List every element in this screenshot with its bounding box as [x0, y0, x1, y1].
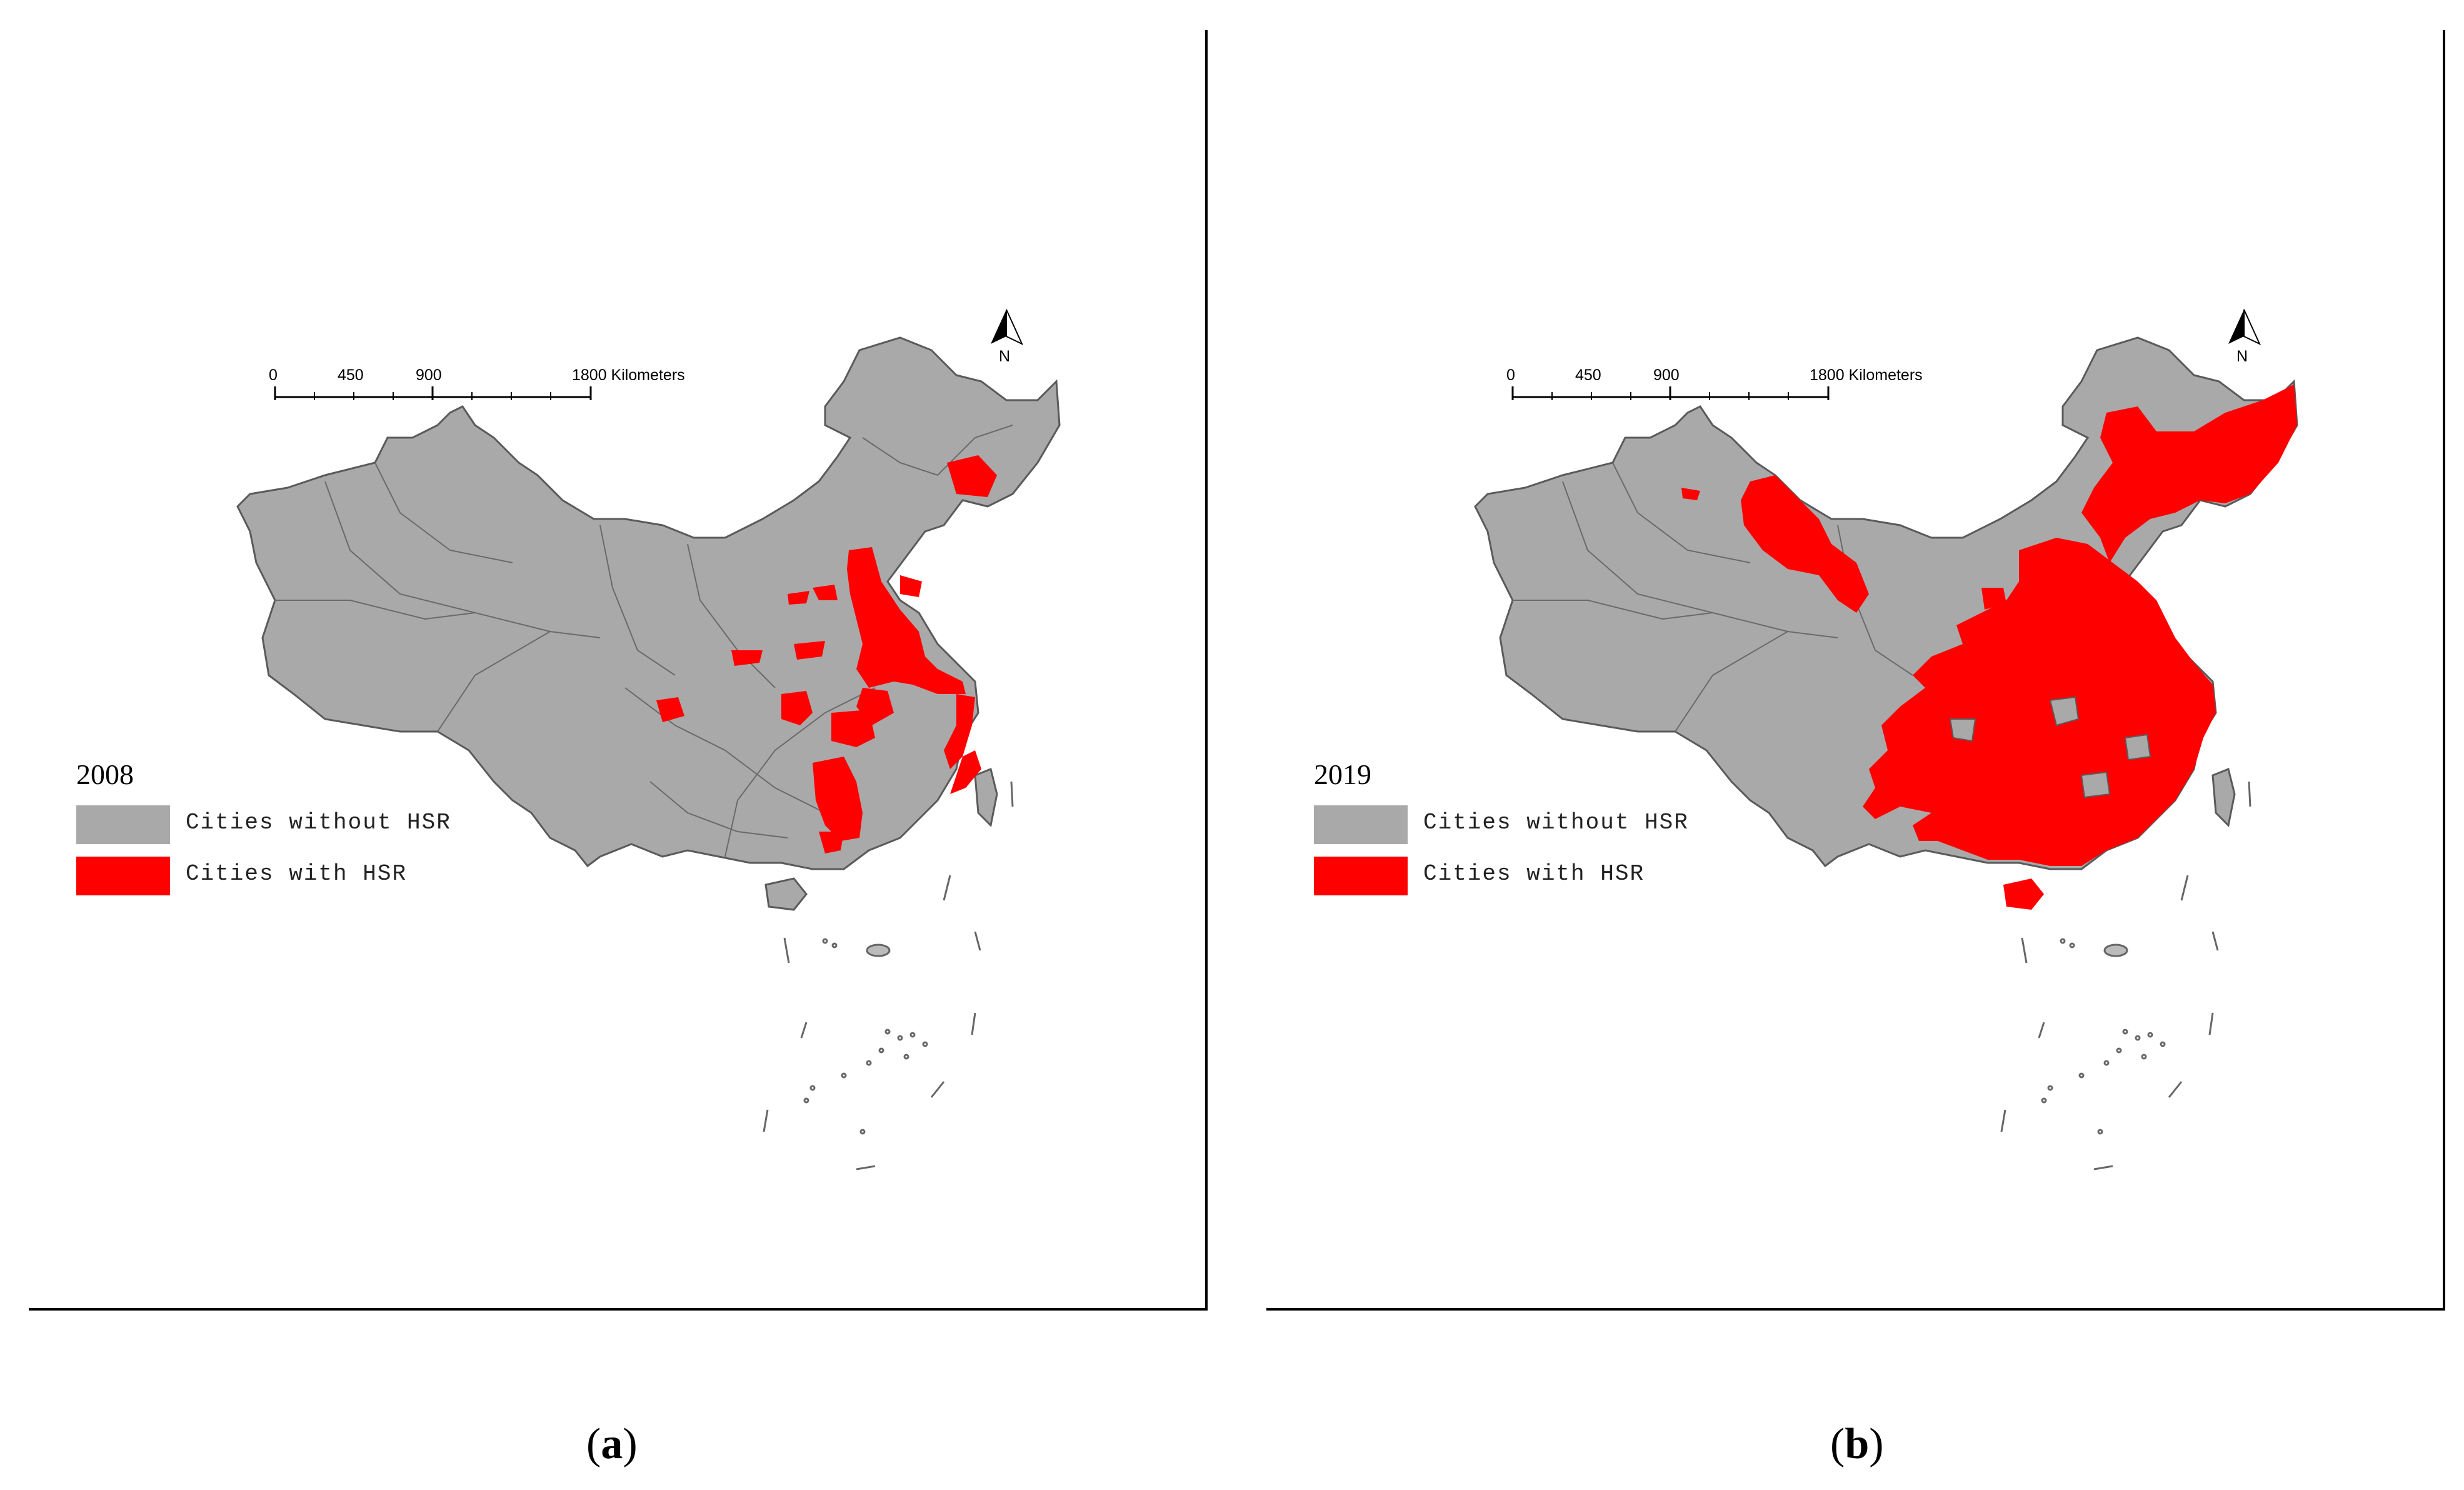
- hsr-city: [2003, 878, 2044, 910]
- legend-swatch-without-hsr: [76, 805, 170, 844]
- legend-swatch-with-hsr: [76, 857, 170, 895]
- hsr-city: [819, 832, 844, 853]
- hsr-city: [788, 591, 809, 605]
- hsr-cities-2019: [1681, 385, 2297, 910]
- scale-tick-450: 450: [338, 366, 364, 384]
- north-arrow-icon: N: [2228, 309, 2261, 365]
- hsr-city: [1863, 538, 2216, 866]
- hsr-city: [847, 547, 966, 694]
- hsr-city: [947, 455, 997, 497]
- map-panel-2008: 0 450 900 1800 Kilometers N 2008 Cities …: [0, 0, 1238, 1468]
- china-map-2008: 0 450 900 1800 Kilometers N: [236, 309, 1061, 1170]
- scale-tick-900: 900: [416, 366, 442, 384]
- hsr-city: [656, 697, 684, 722]
- hsr-cities-2008: [656, 455, 997, 853]
- hsr-city: [1981, 588, 2006, 610]
- hainan: [764, 877, 808, 911]
- north-label: N: [2236, 348, 2248, 365]
- hsr-city: [794, 641, 825, 660]
- panel-frame-bottom: [29, 1308, 1208, 1311]
- legend-swatch-with-hsr: [1314, 857, 1408, 895]
- panel-frame-bottom: [1266, 1308, 2445, 1311]
- hsr-city: [1741, 475, 1869, 613]
- scale-tick-1800: 1800 Kilometers: [572, 366, 685, 384]
- hsr-city: [831, 710, 875, 747]
- scale-bar: 0 450 900 1800 Kilometers: [269, 366, 685, 400]
- scale-tick-0: 0: [269, 366, 278, 384]
- hsr-city: [731, 650, 763, 666]
- taiwan: [974, 767, 998, 828]
- legend-label-without-hsr: Cities without HSR: [1423, 810, 1689, 835]
- legend-year: 2008: [76, 758, 134, 790]
- hsr-city: [813, 757, 863, 841]
- taiwan: [2211, 767, 2236, 828]
- south-china-sea-islands: [763, 781, 1014, 1170]
- scale-tick-900: 900: [1653, 366, 1680, 384]
- panel-frame-right: [2443, 30, 2445, 1311]
- map-panel-2019: 0 450 900 1800 Kilometers N 2019 Cities …: [1238, 0, 2464, 1468]
- north-label: N: [999, 348, 1010, 365]
- scale-tick-0: 0: [1506, 366, 1515, 384]
- legend-label-with-hsr: Cities with HSR: [1423, 861, 1645, 887]
- legend-swatch-without-hsr: [1314, 805, 1408, 844]
- hsr-city: [944, 694, 975, 769]
- panel-caption: (b): [1830, 1420, 1884, 1468]
- scale-tick-1800: 1800 Kilometers: [1810, 366, 1923, 384]
- china-map-2019: 0 450 900 1800 Kilometers N: [1474, 309, 2298, 1170]
- hsr-city: [2019, 678, 2041, 700]
- legend-label-without-hsr: Cities without HSR: [186, 810, 451, 835]
- panel-frame-right: [1205, 30, 1208, 1311]
- hsr-city: [813, 585, 838, 600]
- hsr-city: [781, 691, 813, 725]
- hsr-city: [1681, 488, 1700, 500]
- city-boundaries: [1513, 462, 1913, 732]
- scale-tick-450: 450: [1575, 366, 1601, 384]
- south-china-sea-islands: [2000, 781, 2251, 1170]
- legend-label-with-hsr: Cities with HSR: [186, 861, 408, 887]
- hsr-city: [950, 750, 981, 794]
- city-boundaries: [275, 425, 1013, 857]
- panel-caption: (a): [586, 1420, 638, 1468]
- north-arrow-icon: N: [991, 309, 1024, 365]
- hsr-city: [2081, 385, 2297, 563]
- scale-bar: 0 450 900 1800 Kilometers: [1506, 366, 1923, 400]
- non-hsr-enclaves: [1949, 696, 2151, 798]
- hsr-city: [900, 575, 922, 597]
- legend-year: 2019: [1314, 758, 1371, 790]
